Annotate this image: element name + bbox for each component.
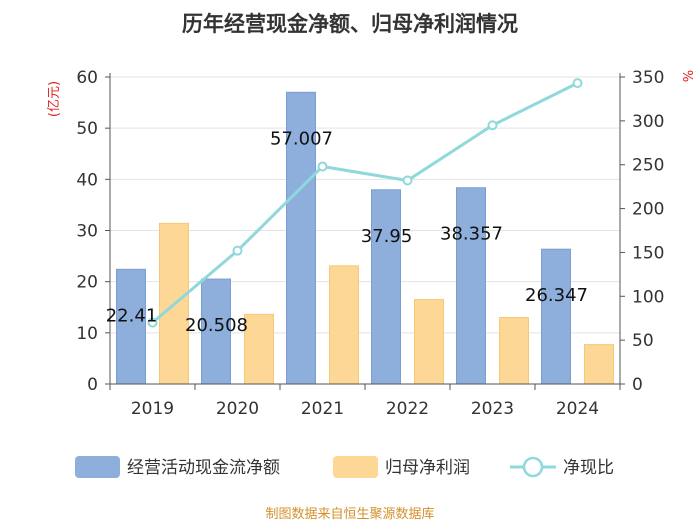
bar-net-profit [414, 299, 444, 385]
axes: 0 10 20 30 40 50 60 0 50 100 150 200 250 300 350 2019 20… [76, 68, 664, 419]
bar-operating-cashflow [116, 268, 146, 385]
left-axis-tick-label: 20 [76, 273, 98, 293]
left-axis-tick-label: 30 [76, 222, 98, 242]
ratio-point [487, 120, 498, 131]
bar-net-profit [499, 316, 529, 385]
legend-swatch-ratio-point [522, 456, 544, 478]
legend-swatch-net-profit [333, 456, 378, 478]
legend-swatch-operating-cashflow [75, 456, 120, 478]
bar-data-label: 22.41 [106, 305, 158, 326]
right-axis-tick-label: 300 [632, 112, 664, 132]
ratio-line-series [147, 78, 583, 328]
bar-series [116, 91, 614, 385]
x-axis-tick-label: 2020 [216, 399, 259, 419]
bar-operating-cashflow [371, 189, 401, 385]
ratio-point [147, 317, 158, 328]
legend-label-ratio: 净现比 [563, 458, 614, 478]
bar-data-label: 57.007 [270, 128, 333, 149]
x-axis-tick-label: 2024 [556, 399, 599, 419]
bar-data-label: 20.508 [185, 315, 248, 336]
bar-operating-cashflow [456, 187, 486, 385]
right-axis-tick-label: 100 [632, 287, 664, 307]
bar-data-label: 38.357 [440, 224, 503, 245]
right-axis-tick-label: 200 [632, 200, 664, 220]
right-axis-tick-label: 150 [632, 243, 664, 263]
source-note: 制图数据来自恒生聚源数据库 [265, 506, 434, 522]
chart-title: 历年经营现金净额、归母净利润情况 [182, 12, 518, 36]
bar-operating-cashflow [541, 248, 571, 385]
x-axis-tick-label: 2021 [301, 399, 344, 419]
right-axis-tick-label: 350 [632, 68, 664, 88]
right-axis-unit: % [679, 70, 694, 82]
left-axis-tick-label: 60 [76, 68, 98, 88]
x-axis-tick-label: 2022 [386, 399, 429, 419]
left-axis-tick-label: 40 [76, 170, 98, 190]
legend: 经营活动现金流净额 归母净利润 净现比 [75, 456, 614, 478]
left-axis-unit: (亿元) [47, 81, 62, 117]
ratio-point [317, 161, 328, 172]
left-axis-tick-label: 0 [87, 375, 98, 395]
data-labels: 22.41 20.508 57.007 37.95 38.357 26.347 [106, 128, 588, 336]
ratio-point [402, 175, 413, 186]
right-axis-tick-label: 250 [632, 156, 664, 176]
legend-label-net-profit: 归母净利润 [385, 458, 470, 478]
bar-operating-cashflow [286, 91, 316, 385]
left-axis-tick-label: 10 [76, 324, 98, 344]
bar-operating-cashflow [201, 278, 231, 385]
bar-net-profit [584, 344, 614, 385]
ratio-line [151, 81, 579, 324]
bar-data-label: 37.95 [361, 226, 413, 247]
right-axis-tick-label: 0 [632, 375, 643, 395]
ratio-point [572, 78, 583, 89]
left-axis-tick-label: 50 [76, 119, 98, 139]
bar-net-profit [244, 313, 274, 385]
ratio-point [232, 245, 243, 256]
right-axis-tick-label: 50 [632, 331, 654, 351]
grid-lines [110, 76, 620, 334]
bar-net-profit [329, 265, 359, 385]
x-axis-tick-label: 2023 [471, 399, 514, 419]
x-axis-tick-label: 2019 [131, 399, 174, 419]
bar-data-label: 26.347 [525, 285, 588, 306]
legend-label-operating-cashflow: 经营活动现金流净额 [127, 458, 280, 478]
